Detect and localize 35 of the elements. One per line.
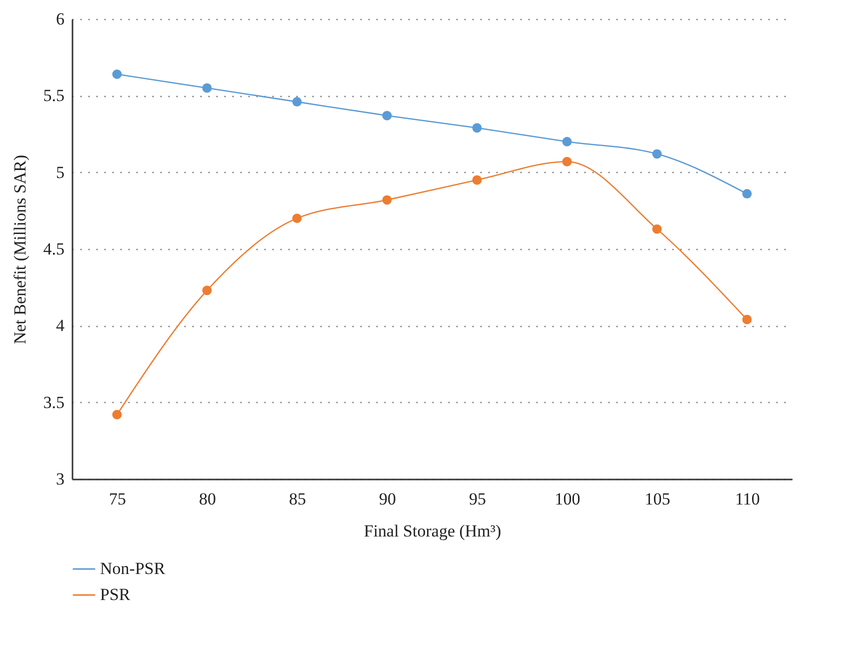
- x-tick-label: 85: [289, 490, 306, 508]
- x-axis-title: Final Storage (Hm³): [364, 522, 502, 540]
- point: [562, 156, 572, 166]
- point: [742, 189, 752, 199]
- y-tick-label: 6: [56, 10, 64, 28]
- point: [742, 314, 752, 324]
- point: [112, 69, 122, 79]
- point: [112, 410, 122, 420]
- y-tick-label: 5: [56, 162, 64, 182]
- x-tick-label: 110: [735, 490, 760, 508]
- x-tick-label: 100: [554, 490, 580, 508]
- point: [292, 97, 302, 107]
- point: [472, 175, 482, 185]
- point: [382, 110, 392, 120]
- point: [202, 286, 212, 296]
- x-tick-label: 75: [109, 490, 126, 508]
- y-tick-label: 3: [56, 470, 64, 488]
- x-tick-label: 90: [379, 490, 396, 508]
- point: [382, 195, 392, 205]
- y-tick-label: 4.5: [43, 240, 64, 258]
- x-tick-label: 105: [644, 490, 670, 508]
- y-tick-label: 5.5: [43, 86, 64, 106]
- y-tick-label: 4: [56, 316, 65, 336]
- point: [202, 83, 212, 93]
- y-tick-label: 3.5: [43, 392, 64, 412]
- legend-label: PSR: [100, 585, 131, 604]
- point: [652, 149, 662, 159]
- x-tick-label: 95: [469, 490, 486, 508]
- point: [652, 224, 662, 234]
- point: [562, 136, 572, 146]
- point: [472, 123, 482, 133]
- y-axis-title: Net Benefit (Millions SAR): [10, 154, 30, 344]
- point: [292, 214, 302, 224]
- x-tick-label: 80: [199, 490, 216, 508]
- legend-label: Non-PSR: [100, 559, 166, 578]
